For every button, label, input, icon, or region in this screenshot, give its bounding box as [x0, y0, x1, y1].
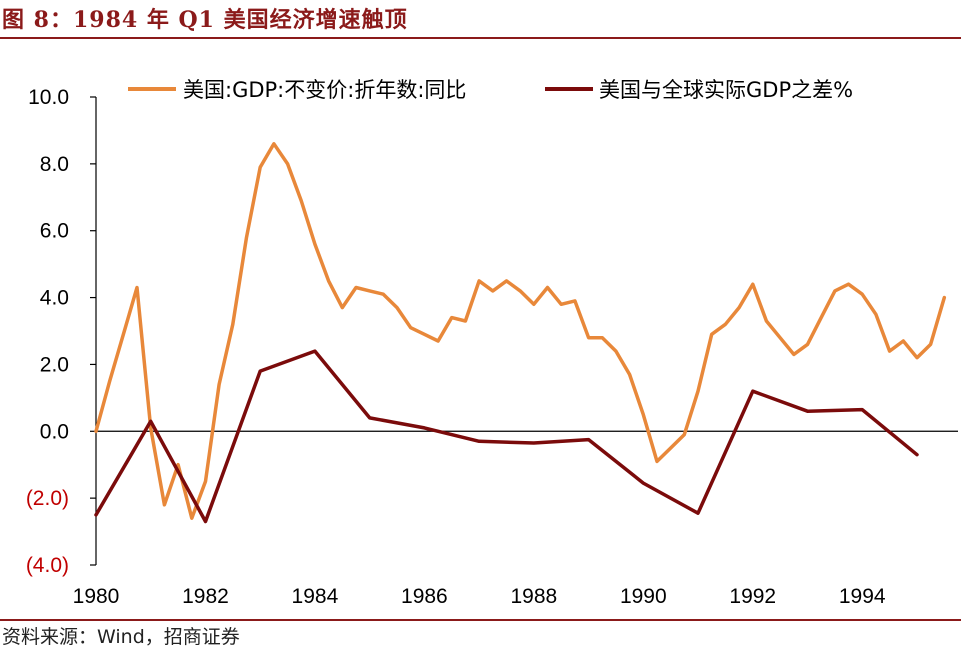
y-tick-label: (2.0) [26, 487, 69, 510]
axes: 10.0 8.0 6.0 4.0 2.0 0.0 (2.0) (4.0)1980 1982 198… [26, 86, 958, 608]
y-tick-label: 2.0 [40, 353, 69, 376]
series-line-gdp-gap [94, 349, 919, 524]
title-divider [0, 37, 961, 39]
x-tick-label: 1994 [839, 585, 886, 608]
x-tick-label: 1986 [401, 585, 448, 608]
chart-title: 图 8：1984 年 Q1 美国经济增速触顶 [2, 7, 408, 33]
x-tick-label: 1988 [510, 585, 557, 608]
y-tick-label: 10.0 [28, 86, 69, 109]
legend: 美国:GDP:不变价:折年数:同比 美国与全球实际GDP之差% [128, 78, 853, 102]
legend-label-gdp-gap: 美国与全球实际GDP之差% [599, 78, 853, 102]
series-lines [94, 142, 947, 524]
source-note: 资料来源：Wind，招商证券 [2, 626, 240, 648]
footer-divider [0, 619, 961, 621]
y-tick-label: 6.0 [40, 220, 69, 243]
y-tick-label: 8.0 [40, 153, 69, 176]
legend-label-gdp-yoy: 美国:GDP:不变价:折年数:同比 [183, 78, 466, 102]
x-tick-label: 1984 [292, 585, 339, 608]
x-tick-label: 1982 [182, 585, 229, 608]
y-tick-label: 4.0 [40, 287, 69, 310]
y-tick-label: 0.0 [40, 420, 69, 443]
x-tick-label: 1990 [620, 585, 667, 608]
y-tick-label: (4.0) [26, 554, 69, 577]
series-line-gdp-yoy [94, 142, 947, 520]
x-tick-label: 1992 [729, 585, 776, 608]
x-tick-label: 1980 [73, 585, 120, 608]
